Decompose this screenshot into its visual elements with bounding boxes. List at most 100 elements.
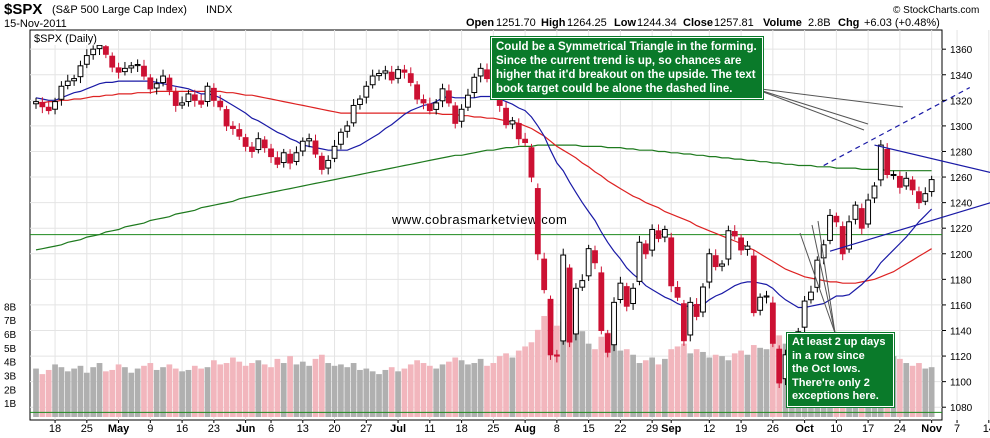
- volume-bar: [712, 354, 719, 417]
- chart-date: 15-Nov-2011: [4, 18, 67, 30]
- candle: [172, 87, 179, 112]
- candle-body: [623, 286, 630, 307]
- candle: [896, 171, 903, 194]
- candle: [636, 235, 643, 286]
- candle: [903, 171, 910, 190]
- candle: [547, 295, 554, 360]
- candle-body: [560, 254, 567, 342]
- volume-bar: [115, 364, 122, 417]
- volume-bar: [649, 357, 656, 417]
- volume-bar: [630, 354, 636, 417]
- candle: [45, 100, 52, 115]
- candle: [642, 240, 649, 259]
- volume-bar: [636, 363, 643, 417]
- volume-bar: [185, 369, 192, 417]
- candle-body: [45, 106, 52, 112]
- candle-body: [725, 230, 732, 260]
- candle: [598, 266, 605, 335]
- candle-body: [407, 73, 414, 83]
- volume-bar: [407, 364, 414, 417]
- candle-body: [376, 72, 382, 77]
- date-tick-label: 14: [983, 423, 990, 435]
- candle-body: [249, 146, 255, 152]
- price-tick-label: 1100: [950, 378, 972, 389]
- candle-body: [471, 76, 478, 94]
- candle-body: [64, 80, 71, 86]
- volume-bar: [376, 374, 382, 417]
- legend-box: [31, 31, 109, 45]
- volume-tick-label: 5B: [4, 344, 17, 355]
- date-tick-label: 15: [583, 423, 595, 435]
- candle: [71, 74, 78, 86]
- volume-bar: [172, 368, 179, 417]
- candle: [693, 298, 700, 321]
- candle: [407, 67, 414, 87]
- volume-bar: [344, 367, 351, 417]
- candle-body: [465, 94, 471, 108]
- candle: [58, 81, 65, 106]
- date-tick-label: Sep: [661, 423, 681, 435]
- candle: [553, 349, 560, 363]
- candle-body: [198, 100, 205, 105]
- volume-bar: [719, 356, 725, 417]
- callout-line: [811, 224, 836, 334]
- volume-tick-label: 3B: [4, 371, 17, 382]
- candle: [191, 89, 198, 107]
- candle: [230, 121, 236, 135]
- candle: [846, 215, 852, 253]
- annotation-line: book target could be alone the dashed li…: [496, 83, 733, 95]
- volume-bar: [503, 353, 509, 417]
- candle-body: [801, 300, 808, 328]
- candle-body: [96, 44, 103, 50]
- candle-body: [217, 100, 224, 108]
- volume-bar: [477, 358, 484, 417]
- candle: [306, 133, 313, 148]
- volume-bar: [668, 349, 675, 417]
- candle-body: [287, 153, 293, 164]
- candle: [566, 264, 573, 348]
- volume-bar: [534, 329, 541, 417]
- volume-bar: [693, 349, 700, 417]
- candle-body: [808, 291, 814, 301]
- candle-body: [827, 214, 833, 241]
- candle: [661, 225, 668, 243]
- date-tick-label: 12: [703, 423, 715, 435]
- triangle-annotation: Could be a Symmetrical Triangle in the f…: [490, 36, 764, 100]
- candle: [503, 101, 509, 129]
- volume-bar: [922, 368, 929, 417]
- watermark: www.cobrasmarketview.com: [391, 212, 567, 227]
- candle-body: [534, 188, 541, 255]
- volume-bar: [426, 365, 433, 417]
- volume-bar: [395, 371, 401, 417]
- candle-body: [604, 333, 611, 353]
- volume-bar: [122, 367, 128, 417]
- candle: [141, 59, 147, 80]
- ma-20-line: [35, 80, 933, 309]
- volume-bar: [731, 353, 738, 417]
- low-value: 1244.34: [637, 17, 677, 29]
- volume-bar: [433, 368, 440, 417]
- candle-body: [160, 75, 166, 84]
- candle-body: [674, 286, 681, 298]
- volume-tick-label: 2B: [4, 385, 17, 396]
- candle-body: [382, 70, 389, 74]
- candle: [185, 90, 192, 107]
- volume-bar: [458, 360, 465, 417]
- date-tick-label: 6: [268, 423, 274, 435]
- candle-body: [230, 125, 236, 129]
- candle: [312, 134, 319, 158]
- candle-body: [350, 104, 357, 124]
- date-tick-label: 8: [554, 423, 560, 435]
- volume-bar: [420, 363, 427, 417]
- date-tick-label: May: [108, 423, 130, 435]
- price-tick-label: 1120: [950, 352, 972, 363]
- callout-lines: [752, 87, 904, 334]
- callout-line: [752, 87, 904, 108]
- candle-body: [522, 138, 529, 144]
- candle: [420, 94, 427, 110]
- annotation-line: the Oct lows.: [792, 363, 861, 376]
- candle-body: [528, 147, 535, 178]
- candle: [630, 283, 637, 310]
- candle: [122, 61, 128, 76]
- candle: [884, 143, 891, 179]
